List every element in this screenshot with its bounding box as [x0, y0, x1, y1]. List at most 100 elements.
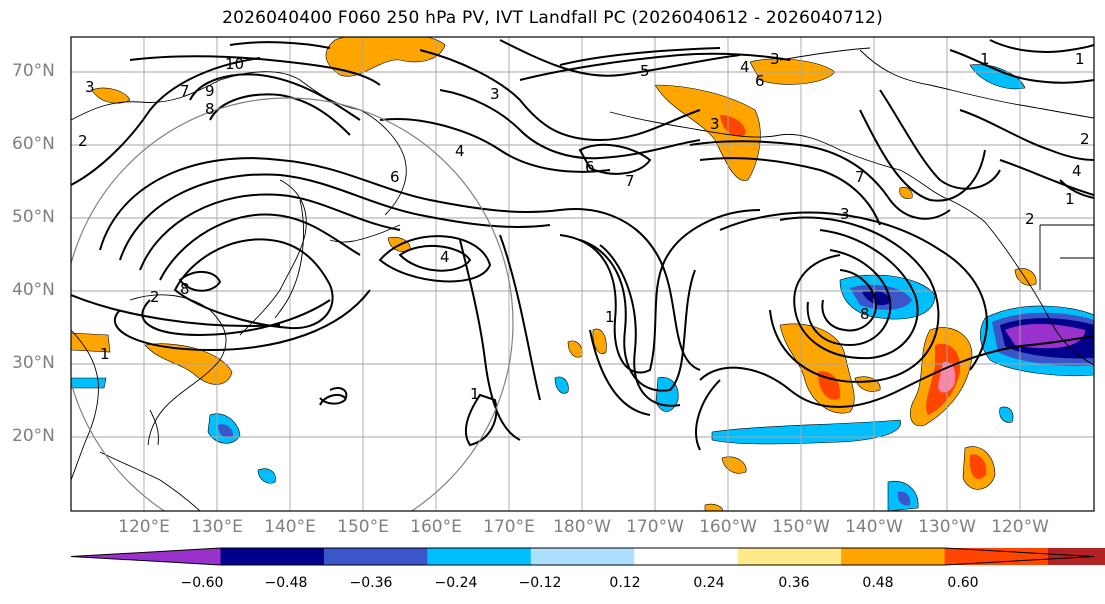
contour-label: 8: [205, 100, 215, 118]
lon-label-160w: 160°W: [699, 517, 757, 537]
cbar-outline: [70, 547, 1095, 566]
lon-label-120e: 120°E: [118, 517, 170, 537]
contour-label: 2: [1080, 130, 1090, 148]
colorbar: [70, 547, 1105, 566]
orange-patch-central: [779, 323, 855, 414]
orange-patch-ne2: [1014, 268, 1037, 286]
cbar-tick-label: −0.60: [180, 575, 224, 591]
pv-contours: [71, 39, 1094, 451]
contour-label: 1: [1075, 50, 1085, 68]
orange-patch-mid1: [567, 340, 583, 358]
lon-label-170w: 170°W: [626, 517, 684, 537]
contour-label: 6: [755, 72, 765, 90]
contour-label: 3: [490, 85, 500, 103]
contour-label: 3: [840, 205, 850, 223]
contour-label: 1: [470, 385, 480, 403]
blue-core-s2: [897, 491, 911, 506]
lat-label-60: 60°N: [12, 134, 55, 154]
contour-label: 7: [855, 168, 865, 186]
orange-patch-s1: [721, 456, 747, 474]
lat-label-20: 20°N: [12, 426, 55, 446]
lat-label-40: 40°N: [12, 280, 55, 300]
cbar-tick-label: 0.60: [947, 575, 979, 591]
contour-label: 2: [150, 288, 160, 306]
blue-patch-se2: [999, 406, 1014, 423]
orange-patch-ak2: [899, 187, 913, 199]
cbar-segment: [427, 548, 532, 565]
contour-label: 6: [390, 168, 400, 186]
contour-label: 2: [1025, 210, 1035, 228]
orange-patch-s3: [704, 503, 723, 511]
orange-patch-c2: [854, 376, 881, 392]
reference-circle: [71, 97, 514, 511]
red-patch-alaska: [720, 115, 746, 137]
cbar-segment: [841, 548, 945, 565]
lon-label-130w: 130°W: [918, 517, 976, 537]
lat-label-70: 70°N: [12, 61, 55, 81]
orange-patch-left: [71, 332, 111, 353]
contour-label: 5: [640, 62, 650, 80]
orange-patch-west: [91, 87, 131, 104]
lat-label-50: 50°N: [12, 207, 55, 227]
lon-label-180w: 180°W: [553, 517, 611, 537]
contour-label: 1: [605, 308, 615, 326]
blue-patch-left: [71, 377, 107, 389]
cbar-extend-min: [71, 548, 221, 565]
orange-patch-alaska: [654, 84, 761, 181]
red-patch-central: [818, 371, 841, 400]
contour-label: 8: [860, 305, 870, 323]
lon-label-140e: 140°E: [264, 517, 316, 537]
contour-label: 4: [1072, 162, 1082, 180]
cbar-tick-label: −0.24: [434, 575, 478, 591]
cbar-segment: [220, 548, 325, 565]
map-title: 2026040400 F060 250 hPa PV, IVT Landfall…: [222, 8, 883, 28]
blue-patch-ne: [969, 64, 1026, 90]
contour-label: 2: [78, 132, 88, 150]
cbar-tick-label: −0.36: [349, 575, 393, 591]
lat-label-30: 30°N: [12, 353, 55, 373]
contour-label: 1: [1065, 190, 1075, 208]
blue-patch-band: [711, 419, 901, 445]
contour-label: 6: [585, 158, 595, 176]
contour-label: 4: [455, 142, 465, 160]
cbar-tick-label: −0.48: [264, 575, 308, 591]
lon-label-130e: 130°E: [191, 517, 243, 537]
orange-patch-mid2: [592, 328, 607, 354]
cbar-tick-label: 0.36: [778, 575, 810, 591]
cbar-tick-label: −0.12: [518, 575, 562, 591]
lon-label-140w: 140°W: [845, 517, 903, 537]
contour-label: 3: [710, 115, 720, 133]
lon-label-160e: 160°E: [410, 517, 462, 537]
lon-label-150w: 150°W: [772, 517, 830, 537]
contour-label: 7: [180, 82, 190, 100]
contour-label: 7: [625, 172, 635, 190]
coastlines: [71, 47, 1094, 511]
cbar-segment: [323, 548, 428, 565]
contour-label: 3: [85, 78, 95, 96]
contour-label: 9: [205, 82, 215, 100]
cbar-tick-label: 0.48: [862, 575, 894, 591]
cbar-tick-label: 0.24: [693, 575, 725, 591]
cbar-segment: [1048, 548, 1105, 565]
contour-label: 10: [225, 55, 245, 73]
lon-label-120w: 120°W: [991, 517, 1049, 537]
blue-patch-south: [257, 468, 276, 484]
contour-label: 3: [770, 50, 780, 68]
map-frame: [70, 36, 1095, 512]
contour-label: 4: [740, 58, 750, 76]
cbar-segment: [634, 548, 739, 565]
lon-label-150e: 150°E: [337, 517, 389, 537]
contour-label: 1: [100, 345, 110, 363]
contour-label: 1: [980, 50, 990, 68]
red-patch-se1: [969, 454, 987, 479]
contour-label: 4: [440, 248, 450, 266]
cbar-segment: [737, 548, 842, 565]
blue-patch-mid-small: [554, 376, 569, 394]
contour-label: 8: [180, 280, 190, 298]
lon-label-170e: 170°E: [483, 517, 535, 537]
cbar-tick-label: 0.12: [609, 575, 641, 591]
navy-patch-lows: [862, 290, 891, 306]
blue-core-southwest: [218, 424, 234, 438]
cbar-segment: [530, 548, 635, 565]
